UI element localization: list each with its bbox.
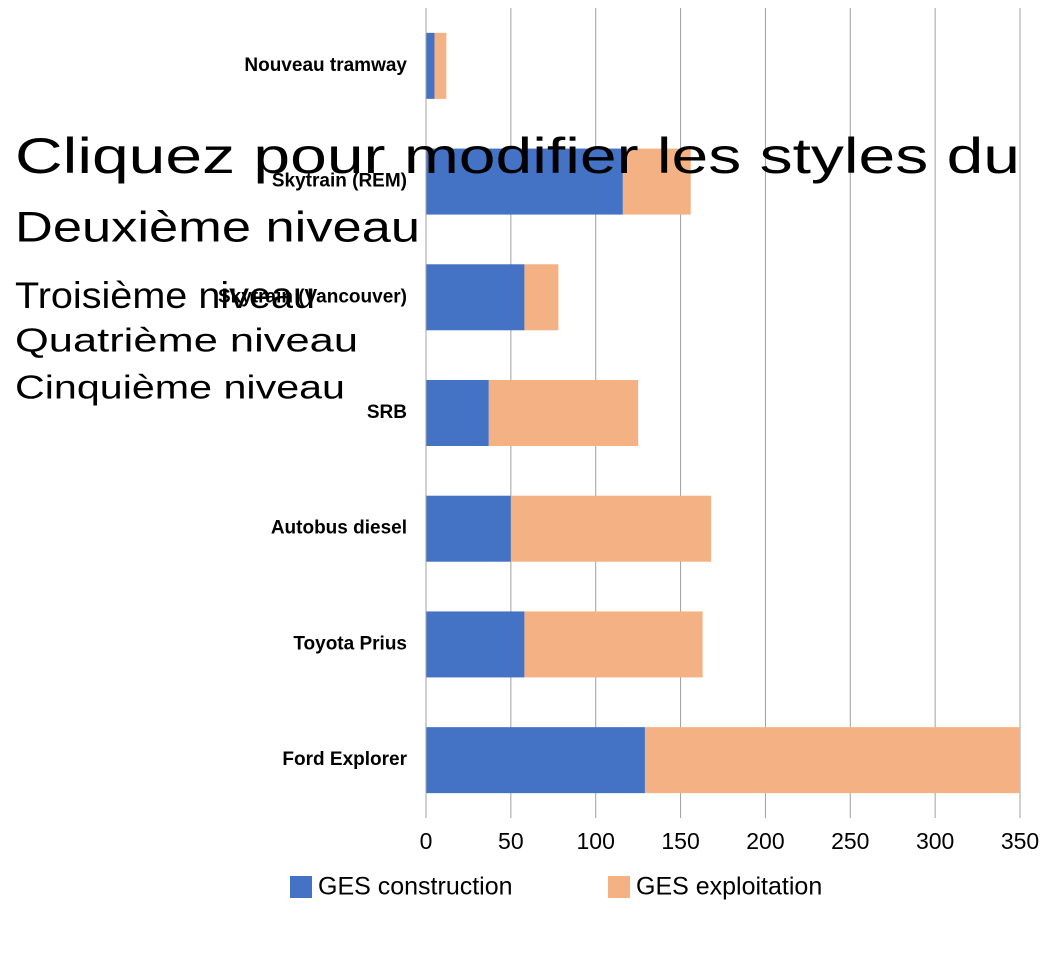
bar-segment	[524, 264, 559, 331]
bar-segment	[434, 32, 447, 99]
y-tick-label: Ford Explorer	[282, 749, 407, 770]
bar-segment	[644, 727, 1020, 794]
annotation: Quatrième niveau	[15, 322, 358, 359]
x-tick-label: 350	[1001, 828, 1039, 854]
bar-segment	[426, 611, 525, 678]
y-tick-label: Nouveau tramway	[244, 55, 407, 76]
annotation: Deuxième niveau	[15, 203, 420, 251]
annotation: Troisième niveau	[15, 275, 315, 316]
y-tick-label: Toyota Prius	[293, 633, 407, 654]
y-tick-label: SRB	[367, 402, 407, 423]
x-tick-label: 200	[746, 828, 784, 854]
x-tick-label: 300	[916, 828, 954, 854]
bar-segment	[426, 264, 525, 331]
y-tick-label: Skytrain (Vancouver)	[218, 286, 407, 307]
x-tick-label: 50	[498, 828, 524, 854]
bar-segment	[426, 32, 435, 99]
x-tick-label: 100	[577, 828, 615, 854]
x-tick-label: 0	[420, 828, 433, 854]
bar-segment	[622, 148, 691, 215]
y-tick-label: Skytrain (REM)	[272, 171, 407, 192]
bar-segment	[426, 495, 511, 562]
legend-swatch	[290, 876, 312, 898]
annotation: Cinquième niveau	[15, 369, 345, 406]
annotation: Cliquez pour modifier les styles du	[15, 128, 1020, 184]
x-tick-label: 150	[661, 828, 699, 854]
bar-segment	[426, 727, 645, 794]
y-tick-label: Autobus diesel	[271, 518, 407, 539]
legend-swatch	[608, 876, 630, 898]
bar-segment	[426, 380, 489, 446]
bar-segment	[488, 380, 639, 446]
plot-area: 0 50 100 150 200 250 300 350 Nouveau tramway Skyt…	[218, 8, 1039, 854]
bar-segment	[524, 611, 703, 678]
bar-segment	[510, 495, 712, 562]
placeholder-text: Cliquez pour modifier les styles du Deux…	[15, 128, 1020, 406]
legend-label: GES exploitation	[636, 873, 822, 901]
legend-label: GES construction	[318, 873, 513, 901]
x-tick-label: 250	[831, 828, 869, 854]
bar-segment	[426, 148, 623, 215]
